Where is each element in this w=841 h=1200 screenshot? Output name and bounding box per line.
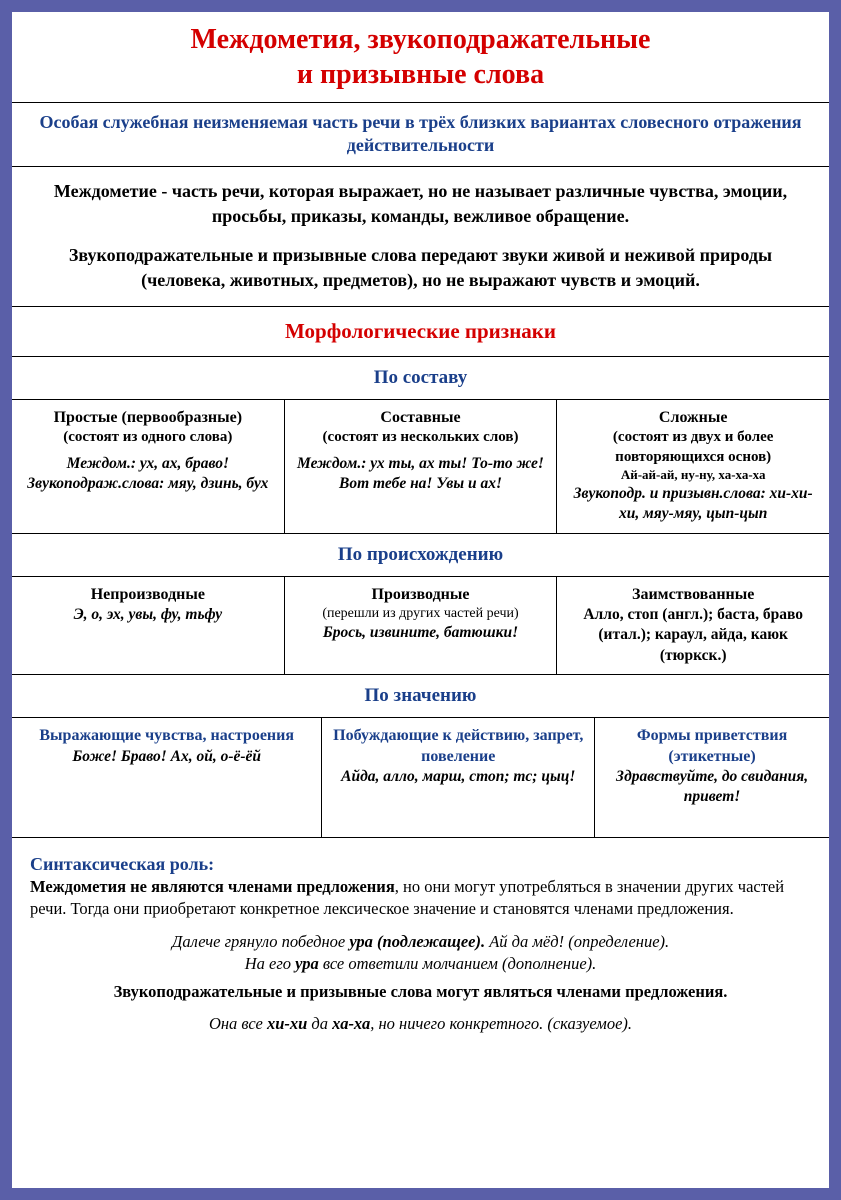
title-line2: и призывные слова	[297, 59, 544, 90]
comp2-sub: (состоят из нескольких слов)	[295, 428, 547, 448]
mean2-head: Побуждающие к действию, запрет, повелени…	[332, 726, 584, 768]
syntax-p2b: могут являться членами предложения.	[432, 982, 727, 1001]
syntax-ex3: Она все хи-хи да ха-ха, но ничего конкре…	[30, 1013, 811, 1035]
comp1-sub: (состоят из одного слова)	[22, 428, 274, 448]
syntax-ex1a: Далече грянуло победное	[172, 932, 349, 951]
orig3-head: Заимствованные	[567, 585, 819, 606]
mean3-head: Формы приветствия (этикетные)	[605, 726, 819, 768]
orig2-head: Производные	[295, 585, 547, 606]
composition-col-2: Составные (состоят из нескольких слов) М…	[284, 400, 557, 533]
comp3-sub: (состоят из двух и более повторяющихся о…	[567, 428, 819, 467]
syntax-ex3d: ха-ха	[332, 1014, 370, 1033]
meaning-col-1: Выражающие чувства, настроения Боже! Бра…	[12, 718, 321, 837]
origin-col-2: Производные (перешли из других частей ре…	[284, 577, 557, 674]
syntax-ex1b: ура (подлежащее).	[349, 932, 485, 951]
mean1-ex: Боже! Браво! Ах, ой, о-ё-ёй	[22, 747, 311, 767]
morph-heading: Морфологические признаки	[12, 307, 829, 357]
composition-row: Простые (первообразные) (состоят из одно…	[12, 400, 829, 534]
comp1-head: Простые (первообразные)	[22, 408, 274, 429]
orig3-ex: Алло, стоп (англ.); баста, браво (итал.)…	[567, 605, 819, 665]
title-line1: Междометия, звукоподражательные	[191, 24, 651, 55]
syntax-ex3a: Она все	[209, 1014, 267, 1033]
orig1-ex: Э, о, эх, увы, фу, тьфу	[22, 605, 274, 625]
origin-col-3: Заимствованные Алло, стоп (англ.); баста…	[556, 577, 829, 674]
syntax-ex2c: все ответили молчанием (дополнение).	[319, 954, 597, 973]
definition-2: Звукоподражательные и призывные слова пе…	[30, 243, 811, 293]
syntax-ex1: Далече грянуло победное ура (подлежащее)…	[30, 931, 811, 953]
orig1-head: Непроизводные	[22, 585, 274, 606]
mean2-ex: Айда, алло, марш, стоп; тс; цыц!	[332, 767, 584, 787]
syntax-label: Синтаксическая роль:	[30, 852, 811, 876]
mean3-ex: Здравствуйте, до свидания, привет!	[605, 767, 819, 807]
comp3-ex-small: Ай-ай-ай, ну-ну, ха-ха-ха	[567, 467, 819, 484]
main-title: Междометия, звукоподражательные и призыв…	[12, 12, 829, 103]
document-inner: Междометия, звукоподражательные и призыв…	[12, 12, 829, 1188]
syntax-ex1c: Ай да мёд! (определение).	[485, 932, 669, 951]
syntax-ex2: На его ура все ответили молчанием (допол…	[30, 953, 811, 975]
composition-heading: По составу	[12, 357, 829, 400]
syntax-p1a: Междометия	[30, 877, 126, 896]
syntax-block: Синтаксическая роль: Междометия не являю…	[12, 838, 829, 1046]
syntax-ex3b: хи-хи	[267, 1014, 307, 1033]
composition-col-3: Сложные (состоят из двух и более повторя…	[556, 400, 829, 533]
document-frame: Междометия, звукоподражательные и призыв…	[0, 0, 841, 1200]
syntax-p1b: не являются членами предложения	[126, 877, 395, 896]
definitions-block: Междометие - часть речи, которая выражае…	[12, 167, 829, 307]
meaning-row: Выражающие чувства, настроения Боже! Бра…	[12, 718, 829, 838]
syntax-ex3c: да	[307, 1014, 332, 1033]
syntax-ex2b: ура	[295, 954, 319, 973]
syntax-p1: Междометия не являются членами предложен…	[30, 876, 811, 921]
syntax-ex2a: На его	[245, 954, 295, 973]
syntax-p2a: Звукоподражательные и призывные слова	[114, 982, 433, 1001]
composition-col-1: Простые (первообразные) (состоят из одно…	[12, 400, 284, 533]
meaning-col-2: Побуждающие к действию, запрет, повелени…	[321, 718, 594, 837]
orig2-ex: Брось, извините, батюшки!	[295, 623, 547, 643]
subtitle: Особая служебная неизменяемая часть речи…	[12, 103, 829, 167]
comp3-head: Сложные	[567, 408, 819, 429]
orig2-sub: (перешли из других частей речи)	[295, 605, 547, 623]
meaning-heading: По значению	[12, 675, 829, 718]
comp1-ex: Междом.: ух, ах, браво! Звукоподраж.слов…	[22, 454, 274, 494]
definition-1: Междометие - часть речи, которая выражае…	[30, 179, 811, 229]
origin-col-1: Непроизводные Э, о, эх, увы, фу, тьфу	[12, 577, 284, 674]
syntax-p2: Звукоподражательные и призывные слова мо…	[30, 981, 811, 1003]
meaning-col-3: Формы приветствия (этикетные) Здравствуй…	[594, 718, 829, 837]
comp2-ex: Междом.: ух ты, ах ты! То-то же! Вот теб…	[295, 454, 547, 494]
origin-heading: По происхождению	[12, 534, 829, 577]
syntax-ex3e: , но ничего конкретного. (сказуемое).	[370, 1014, 632, 1033]
comp3-ex: Звукоподр. и призывн.слова: хи-хи-хи, мя…	[567, 484, 819, 524]
origin-row: Непроизводные Э, о, эх, увы, фу, тьфу Пр…	[12, 577, 829, 675]
mean1-head: Выражающие чувства, настроения	[22, 726, 311, 747]
comp2-head: Составные	[295, 408, 547, 429]
